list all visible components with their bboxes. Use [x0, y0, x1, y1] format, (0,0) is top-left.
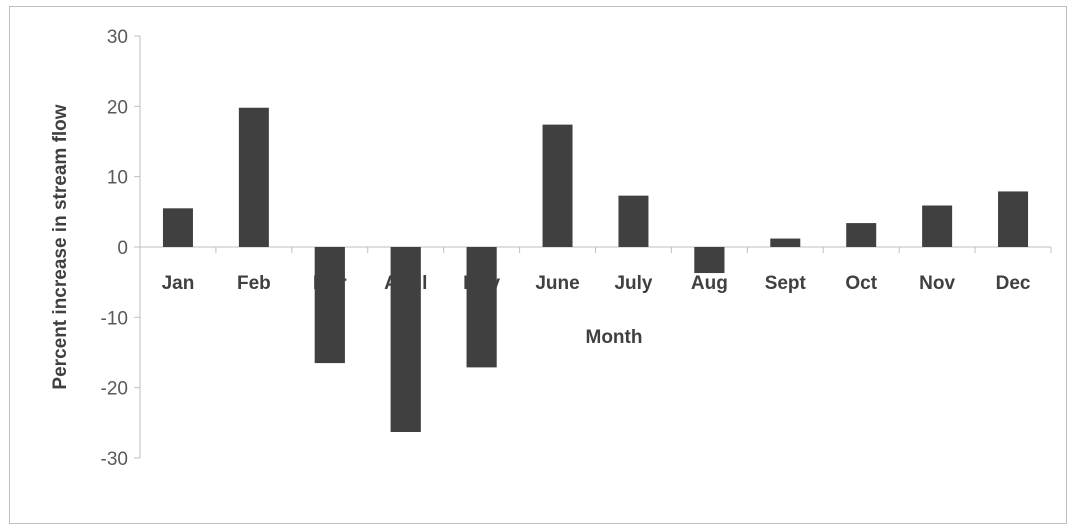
bar-feb	[238, 107, 269, 248]
y-tick-label: -30	[101, 449, 128, 470]
x-axis-title: Month	[586, 327, 643, 348]
bar-sept	[770, 238, 801, 247]
bar-july	[618, 195, 649, 247]
bar-nov	[922, 205, 953, 247]
x-axis	[139, 246, 1052, 253]
bar-overlay-aug	[694, 247, 725, 274]
bar-oct	[846, 223, 877, 247]
x-tick-label: Nov	[919, 273, 955, 294]
bar-overlay-may	[466, 247, 497, 368]
bar-june	[542, 124, 573, 247]
y-axis-title: Percent increase in stream flow	[50, 104, 71, 389]
bar-jan	[162, 208, 193, 247]
x-tick-label: June	[535, 273, 579, 294]
x-tick-label: Dec	[996, 273, 1031, 294]
y-tick-label: -20	[101, 379, 128, 400]
x-tick-label: Aug	[691, 273, 728, 294]
bars	[162, 107, 1029, 432]
x-tick-label: Sept	[765, 273, 807, 294]
y-tick-label: 20	[107, 97, 128, 118]
category-labels: JanFebMarAprilMayJuneJulyAugSeptOctNovDe…	[162, 247, 1031, 432]
chart-area	[9, 6, 1067, 524]
bar-overlay-mar	[314, 247, 345, 364]
x-tick-label: Feb	[237, 273, 271, 294]
bar-dec	[998, 191, 1029, 247]
x-tick-label: Jan	[162, 273, 195, 294]
y-tick-label: -10	[101, 308, 128, 329]
y-axis: 30 20 10 0 -10 -20 -30	[101, 27, 141, 470]
bar-overlay-april	[390, 247, 421, 432]
y-tick-label: 0	[117, 238, 128, 259]
x-tick-label: July	[614, 273, 652, 294]
y-tick-label: 10	[107, 168, 128, 189]
x-tick-label: Oct	[845, 273, 877, 294]
y-tick-label: 30	[107, 27, 128, 48]
